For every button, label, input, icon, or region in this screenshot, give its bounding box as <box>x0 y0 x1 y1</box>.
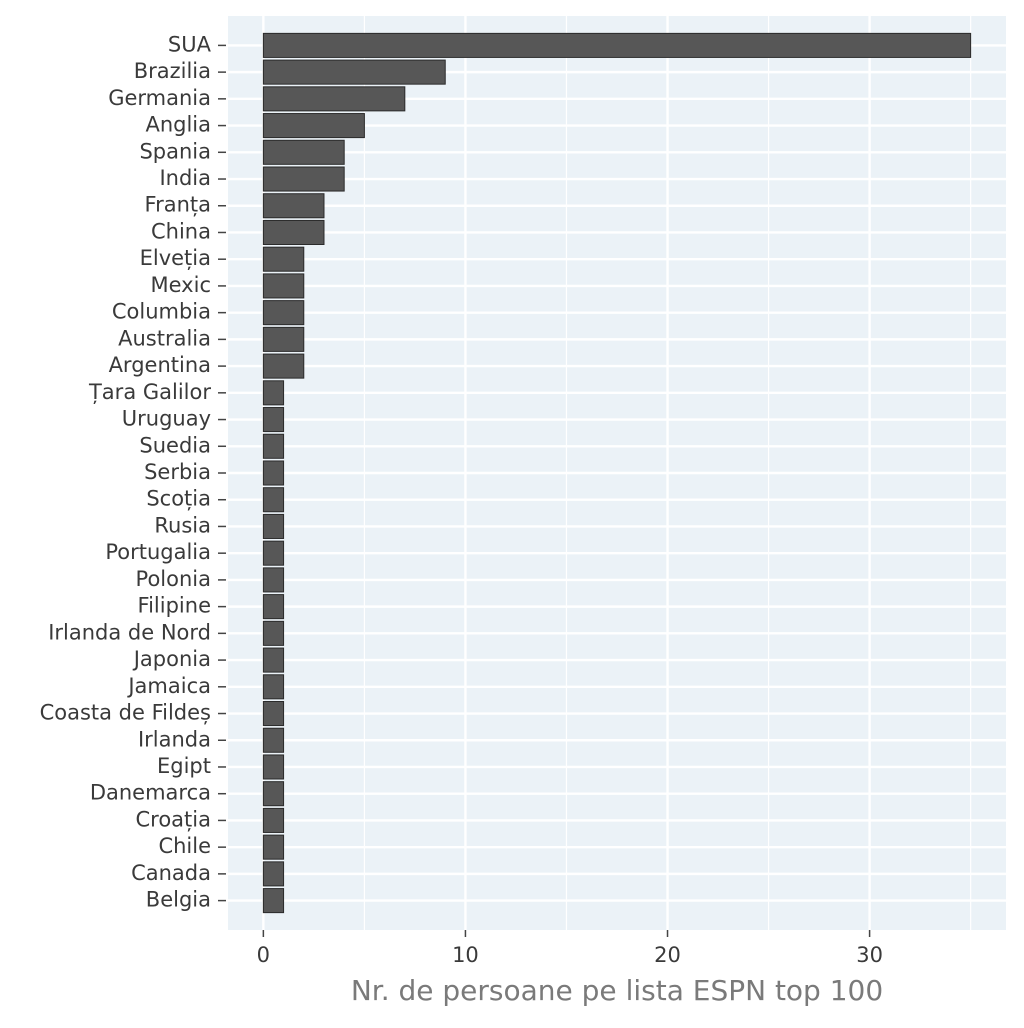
y-tick-label: Serbia <box>144 460 211 484</box>
bar <box>262 273 305 299</box>
y-tick-label: Rusia <box>154 513 211 537</box>
bar <box>262 460 285 486</box>
bar <box>262 86 406 112</box>
x-tick-label: 0 <box>257 943 270 967</box>
y-tick-label: Egipt <box>157 754 211 778</box>
bar <box>262 674 285 700</box>
bar <box>262 380 285 406</box>
y-tick-label: Scoția <box>146 487 211 511</box>
y-tick-label: Țara Galilor <box>88 380 211 404</box>
bar <box>262 326 305 352</box>
bar <box>262 193 325 219</box>
y-tick-label: Danemarca <box>90 781 211 805</box>
bar <box>262 701 285 727</box>
x-tick-label: 30 <box>856 943 883 967</box>
bar <box>262 59 446 85</box>
bar <box>262 113 365 139</box>
y-tick-label: Irlanda de Nord <box>48 620 211 644</box>
bar <box>262 540 285 566</box>
y-tick-label: Argentina <box>109 353 211 377</box>
y-tick-label: Elveția <box>140 246 211 270</box>
bar <box>262 513 285 539</box>
bar <box>262 647 285 673</box>
y-tick-label: Anglia <box>145 113 211 137</box>
bar <box>262 754 285 780</box>
y-tick-label: Mexic <box>151 273 211 297</box>
y-tick-label: Suedia <box>139 433 211 457</box>
y-tick-label: Irlanda <box>138 727 211 751</box>
bar <box>262 807 285 833</box>
bar <box>262 300 305 326</box>
bar <box>262 567 285 593</box>
y-tick-label: Australia <box>118 326 211 350</box>
bar <box>262 407 285 433</box>
y-tick-label: Uruguay <box>122 407 211 431</box>
bar <box>262 353 305 379</box>
y-tick-label: Japonia <box>132 647 211 671</box>
y-tick-label: Croația <box>136 807 212 831</box>
x-tick-label: 20 <box>654 943 681 967</box>
bar <box>262 620 285 646</box>
y-tick-label: Columbia <box>112 300 211 324</box>
y-tick-label: Filipine <box>138 594 211 618</box>
bar <box>262 139 345 165</box>
y-tick-label: Coasta de Fildeș <box>40 701 211 725</box>
x-tick-label: 10 <box>452 943 479 967</box>
y-tick-label: Germania <box>108 86 211 110</box>
y-tick-label: Canada <box>131 861 211 885</box>
bar <box>262 32 972 58</box>
bar <box>262 861 285 887</box>
grid <box>228 16 1006 930</box>
y-tick-label: China <box>151 219 211 243</box>
y-tick-label: Brazilia <box>134 59 211 83</box>
y-tick-label: SUA <box>168 32 212 56</box>
y-tick-label: Spania <box>139 139 211 163</box>
y-tick-label: Jamaica <box>126 674 211 698</box>
y-tick-label: India <box>159 166 211 190</box>
bar <box>262 246 305 272</box>
y-tick-label: Chile <box>158 834 211 858</box>
y-tick-label: Polonia <box>136 567 211 591</box>
y-tick-label: Portugalia <box>105 540 211 564</box>
bar <box>262 433 285 459</box>
bar <box>262 888 285 914</box>
y-tick-label: Franța <box>145 193 211 217</box>
bar <box>262 166 345 192</box>
bar <box>262 781 285 807</box>
bar <box>262 219 325 246</box>
bar <box>262 487 285 513</box>
bar <box>262 594 285 620</box>
bar <box>262 834 285 860</box>
bar <box>262 727 285 753</box>
x-axis-label: Nr. de persoane pe lista ESPN top 100 <box>351 974 883 1007</box>
bars <box>262 32 972 914</box>
y-tick-label: Belgia <box>146 888 211 912</box>
